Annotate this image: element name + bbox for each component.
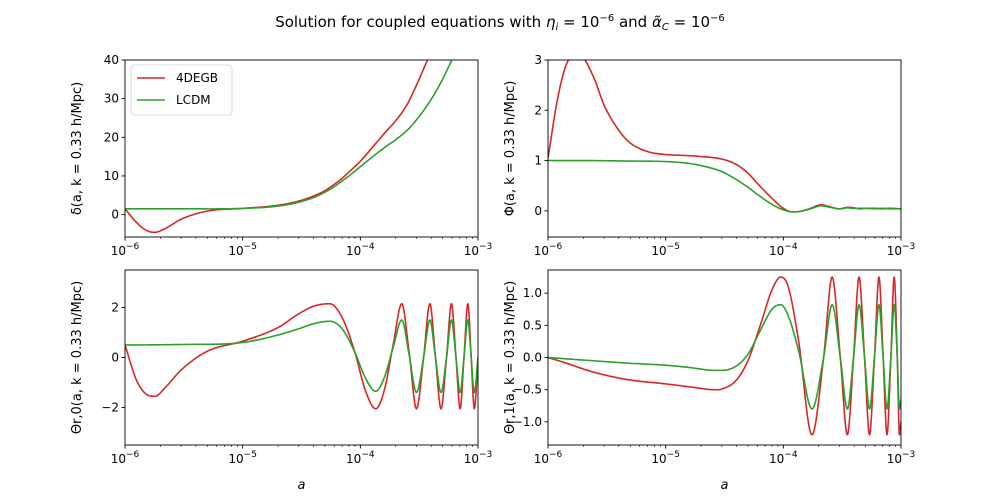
y-tick-label: 0	[111, 351, 119, 365]
axes-frame	[124, 59, 479, 238]
x-tick-label: 10−6	[534, 450, 563, 466]
y-tick-label: 0.5	[523, 318, 542, 332]
panel-Phi: 10−6 10−5 10−4 10−3 0 1 2 3 Φ(a, k = 0.33 h/Mpc)	[503, 53, 916, 258]
panel-Theta_r1: 10−6 10−5 10−4 10−3 −1.0 −0.5 0.0 0.5 1.0 Θr,1(a,…	[503, 269, 916, 493]
y-tick-label: −0.5	[513, 383, 542, 397]
x-tick-label: 10−4	[769, 242, 798, 258]
y-axis-label: δ(a, k = 0.33 h/Mpc)	[70, 82, 85, 215]
x-tick-label: 10−3	[464, 242, 493, 258]
x-tick-label: 10−3	[887, 450, 916, 466]
y-tick-label: 10	[104, 169, 119, 183]
x-tick-label: 10−5	[228, 242, 257, 258]
y-axis-label: Θr,0(a, k = 0.33 h/Mpc)	[70, 281, 85, 434]
y-tick-label: 2	[111, 301, 119, 315]
x-tick-label: 10−4	[769, 450, 798, 466]
series-line-lcdm	[125, 60, 453, 210]
y-tick-label: 0.0	[523, 351, 542, 365]
y-tick-label: 30	[104, 92, 119, 106]
plot-area	[548, 60, 901, 237]
x-axis-label: a	[298, 478, 306, 493]
y-tick-label: 1	[534, 154, 542, 168]
x-axis-label: a	[721, 478, 729, 493]
series-line-4degb	[125, 302, 478, 410]
y-axis-label: Φ(a, k = 0.33 h/Mpc)	[503, 81, 518, 217]
y-tick-label: 40	[104, 53, 119, 67]
series-group	[548, 276, 901, 436]
legend-label-4degb: 4DEGB	[176, 71, 218, 85]
y-tick-label: 20	[104, 130, 119, 144]
x-tick-label: 10−6	[111, 450, 140, 466]
series-group	[125, 302, 478, 410]
series-line-4degb	[125, 60, 429, 234]
series-line-lcdm	[125, 319, 478, 394]
x-tick-label: 10−5	[651, 242, 680, 258]
y-tick-label: 1.0	[523, 286, 542, 300]
y-tick-label: 0	[534, 204, 542, 218]
y-tick-label: −1.0	[513, 415, 542, 429]
x-tick-label: 10−5	[228, 450, 257, 466]
x-tick-label: 10−3	[887, 242, 916, 258]
legend: 4DEGB LCDM	[130, 64, 233, 116]
series-group	[125, 60, 453, 234]
x-tick-label: 10−3	[464, 450, 493, 466]
series-group	[548, 60, 901, 213]
y-tick-label: 3	[534, 53, 542, 67]
x-tick-label: 10−4	[346, 450, 375, 466]
y-tick-label: −2	[101, 401, 119, 415]
figure-title: Solution for coupled equations with ηi =…	[275, 13, 725, 33]
panel-Theta_r0: 10−6 10−5 10−4 10−3 −2 0 2 Θr,0(a, k = 0.33 h/M…	[70, 269, 493, 493]
plot-area	[125, 270, 478, 445]
series-line-lcdm	[548, 303, 901, 410]
y-tick-label: 2	[534, 103, 542, 117]
x-tick-label: 10−6	[111, 242, 140, 258]
axes-frame	[547, 59, 902, 238]
x-tick-label: 10−4	[346, 242, 375, 258]
series-line-lcdm	[548, 159, 901, 213]
y-axis-label: Θr,1(a, k = 0.33 h/Mpc)	[503, 281, 518, 434]
x-tick-label: 10−6	[534, 242, 563, 258]
legend-label-lcdm: LCDM	[176, 93, 211, 107]
plot-area	[548, 270, 901, 445]
x-tick-label: 10−5	[651, 450, 680, 466]
y-tick-label: 0	[111, 208, 119, 222]
